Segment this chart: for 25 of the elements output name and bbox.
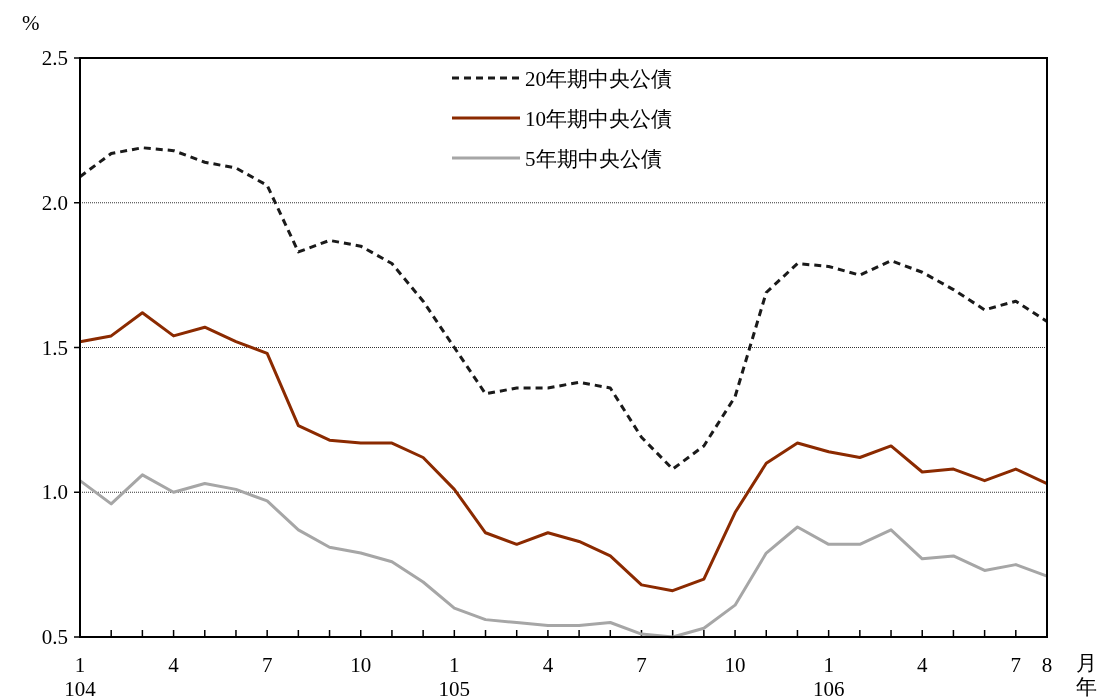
x-tick-label: 8 <box>1041 653 1053 677</box>
y-tick-label: 2.5 <box>41 46 68 70</box>
y-axis-title: % <box>22 11 40 35</box>
x-tick-label: 4 <box>168 653 180 677</box>
x-tick-label: 1 104 <box>64 653 97 700</box>
x-tick-label: 7 <box>261 653 273 677</box>
x-tick-label: 1 105 <box>438 653 471 700</box>
x-tick-label: 4 <box>916 653 928 677</box>
x-tick-label: 10 <box>350 653 372 677</box>
y-tick-label: 2.0 <box>41 190 68 215</box>
x-tick-label: 4 <box>542 653 554 677</box>
y-tick-label: 0.5 <box>41 625 68 649</box>
line-series <box>78 146 1049 471</box>
x-tick-label: 7 <box>1010 653 1022 677</box>
x-axis-title: 月年 <box>1075 651 1097 699</box>
legend-label: 10年期中央公債 <box>525 107 672 131</box>
x-tick-label: 10 <box>724 653 746 677</box>
line-series <box>78 473 1049 639</box>
legend-label: 20年期中央公債 <box>525 67 672 91</box>
x-tick-label: 7 <box>636 653 647 677</box>
legend-label: 5年期中央公債 <box>525 147 662 171</box>
line-series <box>78 311 1049 593</box>
y-tick-label: 1.0 <box>41 480 68 505</box>
x-tick-label: 1 106 <box>812 653 845 700</box>
y-tick-label: 1.5 <box>41 335 68 360</box>
